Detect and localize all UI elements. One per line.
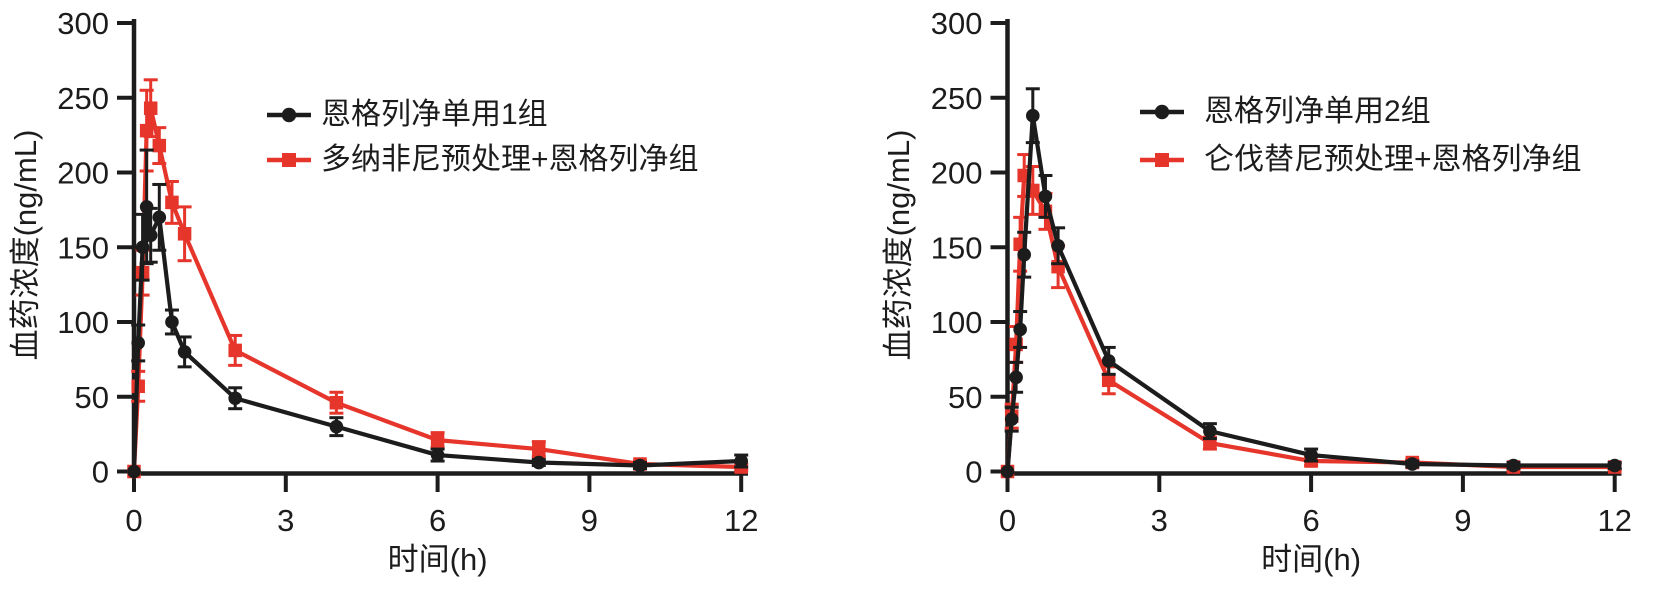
x-tick-label: 9 <box>1454 503 1471 538</box>
x-tick-label: 3 <box>1151 503 1168 538</box>
data-point-circle <box>1000 464 1015 479</box>
data-point-square <box>177 227 192 241</box>
left-chart: 0 50 100 150 200 250 300 0 3 6 9 12 时间(h) 血药浓度(ng/mL) <box>8 6 758 577</box>
data-point-circle <box>430 448 445 462</box>
data-point-circle <box>329 419 344 434</box>
data-point-circle <box>1004 412 1019 426</box>
y-tick-label: 200 <box>931 156 983 191</box>
data-point-circle <box>152 210 167 225</box>
left-chart-legend: 恩格列净单用1组 多纳非尼预处理+恩格列净组 <box>266 98 699 177</box>
x-tick-label: 0 <box>125 503 142 538</box>
data-point-circle <box>1026 108 1040 123</box>
data-point-circle <box>228 391 242 406</box>
x-tick-label: 6 <box>429 503 446 538</box>
data-point-circle <box>139 200 154 214</box>
x-tick-label: 9 <box>581 503 598 538</box>
y-tick-label: 250 <box>931 81 983 116</box>
data-point-square <box>329 395 344 410</box>
legend-row-lenvatinib-pretreat: 仑伐替尼预处理+恩格列净组 <box>1139 143 1582 177</box>
y-tick-label: 150 <box>57 230 109 265</box>
data-point-circle <box>131 336 145 350</box>
series-black-circle <box>127 148 749 479</box>
y-tick-label: 250 <box>57 81 109 116</box>
data-point-circle <box>1051 238 1065 253</box>
data-point-square <box>143 101 158 115</box>
data-point-circle <box>532 455 546 470</box>
legend-label: 多纳非尼预处理+恩格列净组 <box>321 143 699 176</box>
data-point-circle <box>1304 448 1318 462</box>
axes: 0 50 100 150 200 250 300 0 3 6 9 12 <box>931 6 1632 538</box>
y-tick-label: 0 <box>92 455 109 490</box>
data-point-circle <box>1607 458 1622 473</box>
y-axis-title: 血药浓度(ng/mL) <box>8 130 43 361</box>
legend-label: 恩格列净单用1组 <box>321 98 548 131</box>
y-tick-label: 50 <box>75 380 109 415</box>
data-point-circle <box>135 240 150 255</box>
x-axis-title: 时间(h) <box>1261 542 1361 577</box>
data-point-square <box>532 442 546 456</box>
legend-label: 恩格列净单用2组 <box>1204 95 1431 128</box>
legend-line-circle-icon <box>1139 101 1185 123</box>
legend-line-square-icon <box>1139 149 1185 171</box>
legend-label: 仑伐替尼预处理+恩格列净组 <box>1204 143 1582 176</box>
data-point-circle <box>143 228 158 243</box>
y-tick-label: 0 <box>965 455 982 490</box>
data-point-square <box>165 195 179 210</box>
data-point-circle <box>1506 458 1521 473</box>
x-tick-label: 0 <box>999 503 1016 538</box>
legend-line-circle-icon <box>266 104 312 126</box>
y-tick-label: 100 <box>57 305 109 340</box>
legend-line-square-icon <box>266 149 312 171</box>
data-point-square <box>430 433 445 447</box>
legend-row-donafenib-pretreat: 多纳非尼预处理+恩格列净组 <box>266 143 699 177</box>
x-tick-label: 6 <box>1302 503 1319 538</box>
y-tick-label: 200 <box>57 156 109 191</box>
x-tick-label: 12 <box>724 503 758 538</box>
data-point-circle <box>734 454 748 468</box>
data-point-square <box>1101 373 1116 388</box>
legend-row-empagliflozin-alone-1: 恩格列净单用1组 <box>266 98 699 132</box>
x-tick-label: 12 <box>1597 503 1631 538</box>
legend-row-empagliflozin-alone-2: 恩格列净单用2组 <box>1139 95 1582 129</box>
y-tick-label: 100 <box>931 305 983 340</box>
data-point-circle <box>633 458 647 473</box>
y-tick-label: 300 <box>931 6 983 41</box>
right-chart-legend: 恩格列净单用2组 仑伐替尼预处理+恩格列净组 <box>1139 95 1582 177</box>
data-point-circle <box>1038 189 1053 204</box>
data-point-circle <box>127 464 141 479</box>
axes: 0 50 100 150 200 250 300 0 3 6 9 12 <box>57 6 758 538</box>
series-black-circle <box>1000 87 1622 479</box>
y-axis-title: 血药浓度(ng/mL) <box>881 130 916 361</box>
y-tick-label: 300 <box>57 6 109 41</box>
data-point-circle <box>165 315 179 329</box>
data-point-circle <box>1017 247 1031 262</box>
series-red-square <box>1000 153 1622 479</box>
data-point-circle <box>1203 424 1217 438</box>
data-point-circle <box>177 345 192 359</box>
data-point-circle <box>1013 322 1027 337</box>
data-point-square <box>139 123 154 138</box>
data-point-circle <box>1405 457 1420 471</box>
x-tick-label: 3 <box>277 503 294 538</box>
data-point-square <box>152 138 167 153</box>
data-point-circle <box>1101 354 1116 368</box>
x-axis-title: 时间(h) <box>388 542 488 577</box>
right-chart: 0 50 100 150 200 250 300 0 3 6 9 12 时间(h) 血药浓度(ng/mL) <box>881 6 1632 577</box>
y-tick-label: 150 <box>931 230 983 265</box>
y-tick-label: 50 <box>948 380 982 415</box>
data-point-circle <box>1009 370 1023 385</box>
data-point-square <box>228 343 242 358</box>
